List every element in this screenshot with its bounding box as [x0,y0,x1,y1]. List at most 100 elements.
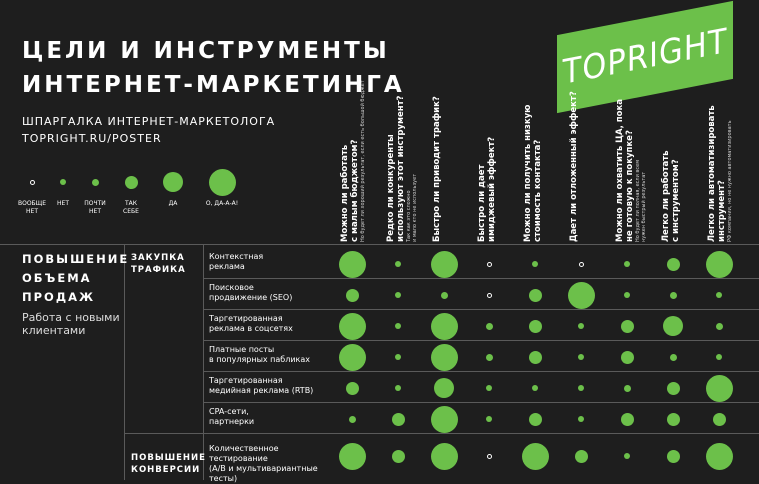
tool-name: Количественное тестирование (А/В и мульти… [209,444,318,483]
rating-dot [624,453,630,459]
rating-dot [485,353,493,361]
column-divider [203,244,204,480]
rating-dot [528,350,542,364]
question-subtext: Так как это сложно и мало кто не использу… [406,173,418,242]
tool-name: Таргетированная реклама в соцсетях [209,314,293,333]
row-divider [203,278,759,279]
rating-dot [395,354,401,360]
rating-dot [532,385,538,391]
rating-dot [705,442,733,470]
rating-dot [532,261,538,267]
legend-dot-icon [208,168,236,196]
row-divider [203,402,759,403]
rating-dot [578,385,584,391]
rating-dot [716,354,722,360]
legend-label: ВООБЩЕ НЕТ [17,200,47,215]
rating-dot [705,250,733,278]
rating-dot [528,412,542,426]
rating-dot [528,319,542,333]
legend-dot-icon [29,179,35,185]
rating-dot [485,322,493,330]
rating-dot [430,250,458,278]
legend-label: О, ДА-А-А! [205,200,239,207]
rating-dot [666,381,680,395]
rating-dot [620,412,634,426]
rating-dot [486,261,492,267]
question-header: Быстро ли дает имиджевый эффект? [477,82,497,242]
rating-dot [578,354,584,360]
legend-dot-icon [60,179,66,185]
subtitle-line-1: ШПАРГАЛКА ИНТЕРНЕТ-МАРКЕТОЛОГА [22,115,276,128]
rating-dot [430,442,458,470]
question-text: Легко ли автоматизировать инструмент? [707,105,727,242]
tool-name: Контекстная реклама [209,252,264,271]
rating-dot [434,378,454,398]
subtitle-link[interactable]: TOPRIGHT.RU/POSTER [22,132,162,145]
title-line-1: ЦЕЛИ И ИНСТРУМЕНТЫ [22,38,390,64]
legend-label: ТАК СЕБЕ [123,200,139,215]
legend-dot-icon [124,175,138,189]
rating-dot [669,291,677,299]
tool-name: Поисковое продвижение (SEO) [209,283,293,302]
rating-dot [521,442,549,470]
rating-dot [624,292,630,298]
tool-name: Таргетированная медийная реклама (RTB) [209,376,314,395]
rating-dot [666,257,680,271]
row-divider [203,340,759,341]
page-title: ЦЕЛИ И ИНСТРУМЕНТЫ ИНТЕРНЕТ-МАРКЕТИНГА [22,34,405,102]
rating-dot [528,288,542,302]
tool-name: Платные посты в популярных пабликах [209,345,311,364]
question-subtext: Но будет ли полная, если всем нужен быстр… [635,160,647,242]
legend: ВООБЩЕ НЕТ НЕТ ПОЧТИ НЕТ ТАК СЕБЕ ДА О, ДА-А-А! [18,168,250,218]
rating-dot [666,449,680,463]
rating-dot [567,281,595,309]
rating-dot [430,405,458,433]
question-text: Редко ли конкуренты используют этот инстр… [386,95,406,243]
column-divider [124,244,125,480]
rating-dot [486,292,492,298]
rating-dot [338,250,366,278]
rating-dot [578,261,584,267]
category-divider [124,433,759,434]
question-subtext: РФ компании, но не нужно автоматизироват… [727,120,733,242]
question-header: Быстро ли приводит трафик? [432,82,442,242]
question-text: Дает ли отложенный эффект? [569,91,579,242]
legend-dot-icon [163,172,183,192]
goal-description: Работа с новыми клиентами [22,311,120,337]
rating-dot [666,412,680,426]
row-divider [203,371,759,372]
rating-dot [395,261,401,267]
rating-dot [345,381,359,395]
rating-dot [391,449,405,463]
header-divider [0,244,759,245]
rating-dot [712,412,726,426]
rating-dot [345,288,359,302]
question-subtext: Но будет ли хороший результат, если есть… [360,80,366,242]
rating-dot [624,261,630,267]
question-header: Можно ли охватить ЦА, пока не готовую к п… [615,82,647,242]
legend-label: ПОЧТИ НЕТ [84,200,106,215]
question-header: Редко ли конкуренты используют этот инстр… [386,82,418,243]
rating-dot [578,323,584,329]
rating-dot [348,415,356,423]
rating-dot [663,316,683,336]
category-label: ПОВЫШЕНИЕ КОНВЕРСИИ [131,453,206,475]
category-label: ЗАКУПКА ТРАФИКА [131,253,186,275]
subtitle: ШПАРГАЛКА ИНТЕРНЕТ-МАРКЕТОЛОГА TOPRIGHT.… [22,113,275,147]
rating-dot [715,322,723,330]
rating-dot [486,453,492,459]
question-text: Быстро ли дает имиджевый эффект? [477,136,497,242]
question-text: Можно ли получить низкую стоимость контак… [523,104,543,242]
rating-dot [620,350,634,364]
question-text: Можно ли работать с малым бюджетом? [340,139,360,242]
rating-dot [486,416,492,422]
legend-label: НЕТ [57,200,69,207]
rating-dot [574,449,588,463]
title-line-2: ИНТЕРНЕТ-МАРКЕТИНГА [22,72,405,98]
rating-dot [395,385,401,391]
rating-dot [395,323,401,329]
rating-dot [338,312,366,340]
rating-dot [430,343,458,371]
rating-dot [430,312,458,340]
question-header: Можно ли работать с малым бюджетом? Но буд… [340,80,366,242]
